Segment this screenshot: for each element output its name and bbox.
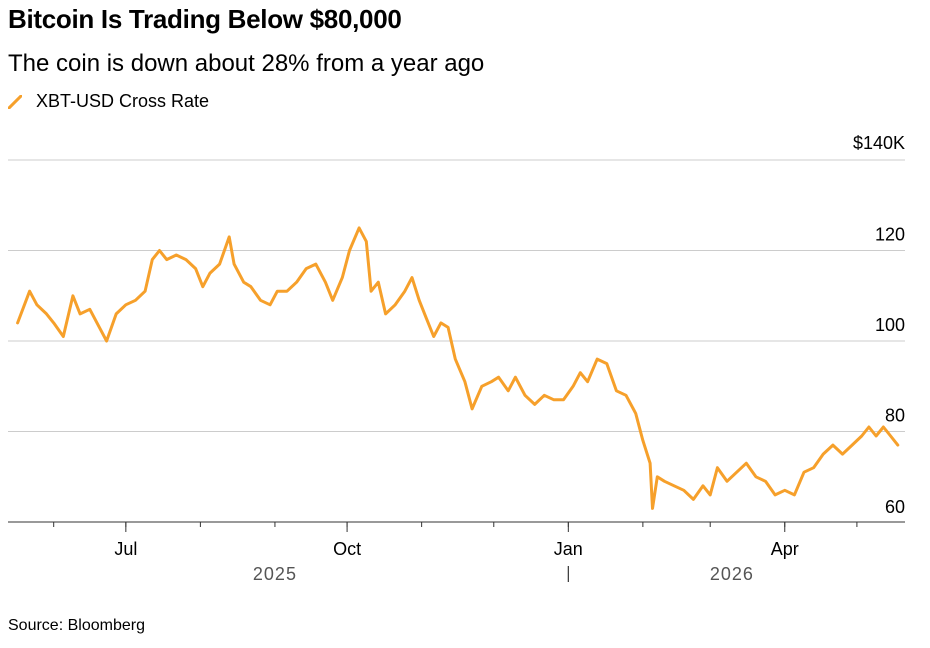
series-line-0 [16,226,900,510]
x-tick-label-apr: Apr [771,539,799,559]
source-note: Source: Bloomberg [8,617,145,634]
label-layer: $140K 120 100 80 60 Jul Oct Jan Apr 2025 2026 [114,133,905,584]
legend-label: XBT-USD Cross Rate [36,91,210,111]
y-tick-label-60: 60 [885,497,905,517]
grid-layer [8,159,905,523]
year-label-2026: 2026 [710,564,754,584]
y-tick-label-120: 120 [875,225,905,245]
y-tick-label-80: 80 [885,406,905,426]
chart-title: Bitcoin Is Trading Below $80,000 [8,4,402,34]
x-tick-label-oct: Oct [333,539,361,559]
x-tick-label-jan: Jan [554,539,583,559]
y-tick-label-100: 100 [875,315,905,335]
x-axis [53,522,858,582]
chart-subtitle: The coin is down about 28% from a year a… [8,50,485,77]
y-tick-label-140: $140K [853,133,905,153]
legend-swatch-icon [8,94,22,109]
year-label-2025: 2025 [253,564,297,584]
x-tick-label-jul: Jul [114,539,137,559]
series-layer [16,226,900,510]
legend: XBT-USD Cross Rate [8,91,209,112]
